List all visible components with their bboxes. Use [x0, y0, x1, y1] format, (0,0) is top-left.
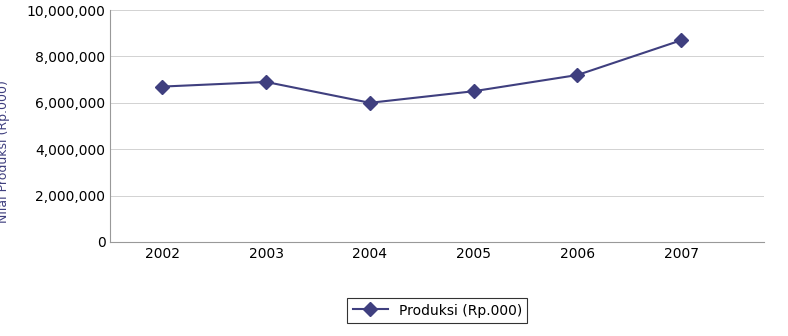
Produksi (Rp.000)	[262, 80, 271, 84]
Text: Nilai Produksi (Rp.000): Nilai Produksi (Rp.000)	[0, 80, 10, 223]
Line: Produksi (Rp.000): Produksi (Rp.000)	[158, 35, 686, 108]
Produksi (Rp.000)	[469, 89, 478, 93]
Produksi (Rp.000)	[677, 38, 686, 42]
Produksi (Rp.000)	[573, 73, 582, 77]
Legend: Produksi (Rp.000): Produksi (Rp.000)	[348, 298, 527, 323]
Produksi (Rp.000)	[365, 101, 374, 105]
Produksi (Rp.000)	[158, 85, 167, 89]
